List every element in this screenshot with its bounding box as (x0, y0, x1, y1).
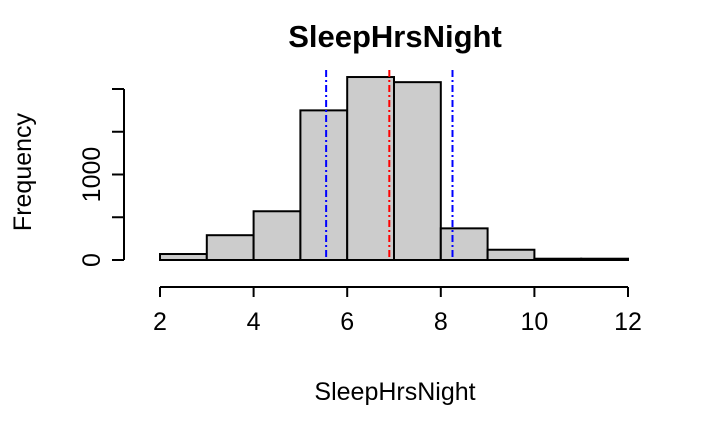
histogram-bar (159, 253, 208, 261)
y-axis: 0 1000 (78, 88, 125, 267)
histogram-bar (439, 227, 489, 262)
histogram-bar (346, 76, 396, 261)
histogram-bar (533, 257, 583, 261)
x-tick-label: 12 (614, 308, 642, 336)
histogram-bar (252, 210, 302, 261)
histogram-bar (205, 234, 255, 262)
histogram-bar (393, 81, 442, 261)
x-tick-label: 8 (434, 308, 448, 336)
histogram-bar (580, 257, 630, 261)
x-tick-label: 4 (247, 308, 261, 336)
y-tick-label: 0 (78, 253, 106, 267)
histogram-bar (299, 109, 349, 261)
plot-area (159, 70, 630, 262)
x-tick-label: 2 (153, 308, 167, 336)
x-axis-label: SleepHrsNight (314, 378, 475, 406)
x-tick-label: 10 (520, 308, 548, 336)
x-tick-label: 6 (340, 308, 354, 336)
y-tick-label: 1000 (78, 147, 106, 203)
histogram-bar (486, 248, 536, 262)
x-axis: 2 4 6 8 10 12 (153, 286, 642, 336)
y-axis-label: Frequency (9, 112, 37, 231)
chart-title: SleepHrsNight (288, 19, 502, 54)
